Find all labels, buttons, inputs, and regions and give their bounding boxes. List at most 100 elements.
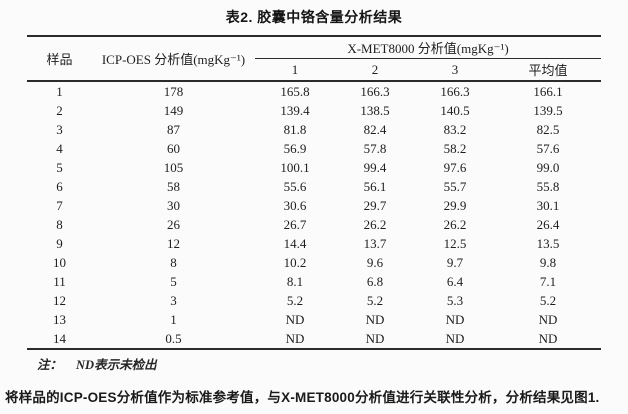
table-cell: 11 [53, 273, 66, 289]
table-cell: 29.7 [363, 197, 387, 213]
table-cell: 5 [170, 273, 177, 289]
table-cell: 140.5 [440, 102, 470, 118]
table-cell: 29.9 [443, 197, 467, 213]
table-cell: 3 [56, 121, 63, 137]
table-cell: 4 [56, 140, 63, 156]
table-cell: 60 [167, 140, 180, 156]
table-cell: 139.5 [533, 102, 563, 118]
table-cell: 13.7 [363, 235, 387, 251]
table-cell: 149 [163, 102, 184, 118]
table-cell: 82.4 [363, 121, 387, 137]
subcolumn-header-2: 2 [335, 58, 415, 82]
table-cell: 0.5 [165, 330, 182, 346]
table-cell: 6.4 [446, 273, 464, 289]
table-cell: 99.0 [536, 159, 560, 175]
header-row-2: 1 2 3 平均值 [27, 58, 602, 82]
table-cell: 7.1 [539, 273, 557, 289]
table-cell: 26.2 [443, 216, 467, 232]
table-row: 10 8 10.2 9.6 9.7 9.8 [27, 253, 601, 272]
footnote-text: ND表示未检出 [76, 358, 157, 372]
table-cell: 30 [167, 197, 180, 213]
table-cell: ND [445, 311, 465, 327]
table-cell: 139.4 [280, 102, 310, 118]
table-row: 3 87 81.8 82.4 83.2 82.5 [27, 120, 601, 139]
table-cell: 99.4 [363, 159, 387, 175]
table-row: 4 60 56.9 57.8 58.2 57.6 [27, 139, 601, 158]
table-cell: 12 [167, 235, 180, 251]
table-cell: ND [285, 311, 305, 327]
table-cell: ND [445, 330, 465, 346]
table-cell: ND [365, 311, 385, 327]
table-cell: 97.6 [443, 159, 467, 175]
table-row: 12 3 5.2 5.2 5.3 5.2 [27, 291, 601, 310]
table-cell: 57.6 [536, 140, 560, 156]
page: 表2. 胶囊中铬含量分析结果 样品 ICP-OES 分析值(mgKg⁻¹) X-… [0, 7, 628, 414]
table-cell: 82.5 [536, 121, 560, 137]
table-cell: 5.3 [446, 292, 464, 308]
table-cell: 2 [56, 102, 63, 118]
table-cell: 9.7 [446, 254, 464, 270]
table-cell: 13 [53, 311, 66, 327]
table-cell: 55.8 [536, 178, 560, 194]
table-row: 5 105 100.1 99.4 97.6 99.0 [27, 158, 601, 177]
table-footnote: 注： ND表示未检出 [37, 354, 628, 373]
column-group-header-xmet8000: X-MET8000 分析值(mgKg⁻¹) [255, 36, 602, 59]
table-cell: 30.1 [536, 197, 560, 213]
table-cell: 9.8 [539, 254, 557, 270]
table-row: 7 30 30.6 29.7 29.9 30.1 [27, 196, 601, 215]
table-cell: 5.2 [539, 292, 557, 308]
table-cell: 56.9 [283, 140, 307, 156]
table-row: 9 12 14.4 13.7 12.5 13.5 [27, 234, 601, 253]
table-cell: 57.8 [363, 140, 387, 156]
table-cell: 12.5 [443, 235, 467, 251]
subcolumn-header-1: 1 [255, 58, 335, 82]
table-cell: 7 [56, 197, 63, 213]
table-body: 1 178 165.8 166.3 166.3 166.1 2 149 139.4 138.5 14… [27, 81, 601, 349]
table-cell: 26.4 [536, 216, 560, 232]
subcolumn-header-average: 平均值 [495, 58, 602, 82]
column-header-sample: 样品 [27, 36, 92, 82]
table-cell: 58.2 [443, 140, 467, 156]
table-cell: 56.1 [363, 178, 387, 194]
table-row: 8 26 26.7 26.2 26.2 26.4 [27, 215, 601, 234]
table-cell: ND [285, 330, 305, 346]
table-cell: 166.3 [360, 83, 390, 99]
table-cell: 178 [163, 83, 184, 99]
table-cell: 6.8 [366, 273, 384, 289]
footnote-label: 注： [37, 358, 63, 372]
table-cell: ND [365, 330, 385, 346]
table-cell: 14.4 [283, 235, 307, 251]
table-cell: 13.5 [536, 235, 560, 251]
table-cell: 1 [170, 311, 177, 327]
table-row: 14 0.5 ND ND ND ND [27, 329, 601, 349]
table-cell: 138.5 [360, 102, 390, 118]
table-cell: ND [538, 311, 558, 327]
table-cell: 8 [170, 254, 177, 270]
table-cell: 83.2 [443, 121, 467, 137]
table-cell: 166.1 [533, 83, 563, 99]
table-cell: 165.8 [280, 83, 310, 99]
table-cell: 10.2 [283, 254, 307, 270]
table-cell: 87 [167, 121, 180, 137]
table-title: 表2. 胶囊中铬含量分析结果 [225, 9, 403, 25]
table-row: 6 58 55.6 56.1 55.7 55.8 [27, 177, 601, 196]
table-row: 13 1 ND ND ND ND [27, 310, 601, 329]
table-cell: 26.7 [283, 216, 307, 232]
table-cell: 1 [56, 83, 63, 99]
table-cell: 10 [53, 254, 66, 270]
table-cell: 12 [53, 292, 66, 308]
table-cell: 5.2 [286, 292, 304, 308]
table-cell: 55.7 [443, 178, 467, 194]
table-cell: 30.6 [283, 197, 307, 213]
table-cell: 3 [170, 292, 177, 308]
table-row: 1 178 165.8 166.3 166.3 166.1 [27, 81, 601, 101]
table-cell: 14 [53, 330, 66, 346]
table-cell: 26.2 [363, 216, 387, 232]
table-cell: 8 [56, 216, 63, 232]
table-cell: 9.6 [366, 254, 384, 270]
table-cell: 26 [167, 216, 180, 232]
table-cell: 105 [163, 159, 184, 175]
table-header: 样品 ICP-OES 分析值(mgKg⁻¹) X-MET8000 分析值(mgK… [27, 36, 602, 82]
table-cell: 55.6 [283, 178, 307, 194]
analysis-results-table: 样品 ICP-OES 分析值(mgKg⁻¹) X-MET8000 分析值(mgK… [27, 35, 602, 350]
